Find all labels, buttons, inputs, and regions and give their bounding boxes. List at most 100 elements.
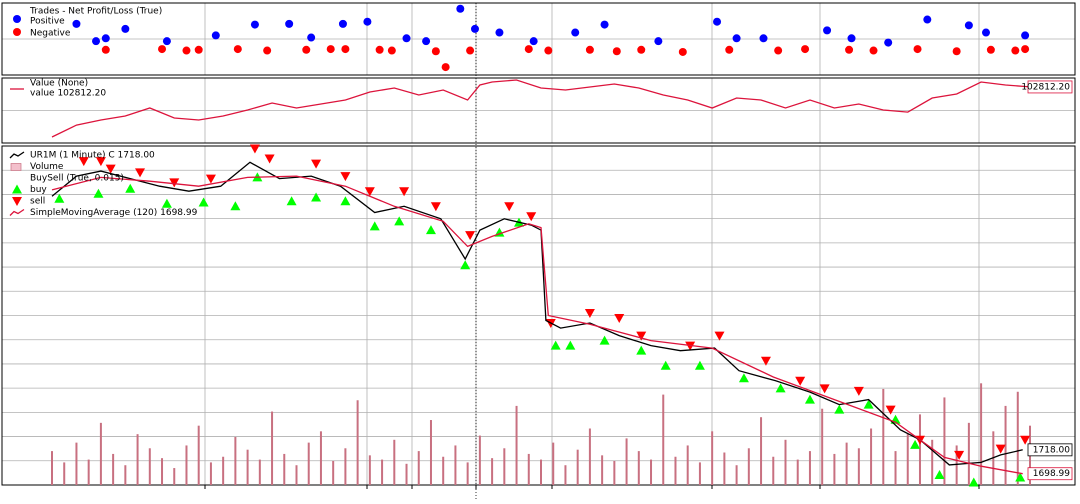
volume-bar xyxy=(894,451,897,485)
trade-dot xyxy=(250,20,259,29)
trade-dot xyxy=(585,45,594,54)
volume-bar xyxy=(75,442,78,485)
volume-bar xyxy=(417,451,420,485)
series-line xyxy=(51,79,1031,138)
trade-dot xyxy=(363,17,372,26)
buy-marker xyxy=(934,469,945,479)
trade-dot xyxy=(121,24,130,33)
sell-marker xyxy=(95,157,106,167)
volume-bar xyxy=(967,422,970,485)
trade-dot xyxy=(612,47,621,56)
volume-bar xyxy=(87,459,90,485)
buy-marker xyxy=(775,383,786,393)
legend-label: Volume xyxy=(30,162,64,172)
sell-marker xyxy=(504,202,515,212)
volume-bar xyxy=(980,383,983,485)
legend-label: sell xyxy=(30,197,45,207)
sell-marker xyxy=(205,174,216,184)
volume-bar xyxy=(112,453,115,485)
legend-label: SimpleMovingAverage (120) 1698.99 xyxy=(30,208,198,218)
trade-dot xyxy=(571,28,580,37)
trade-dot xyxy=(263,46,272,55)
volume-bar xyxy=(319,431,322,485)
volume-bar xyxy=(845,442,848,485)
trade-dot xyxy=(158,45,167,54)
trade-dot xyxy=(952,47,961,56)
trade-dot xyxy=(101,34,110,43)
volume-bar xyxy=(662,394,665,485)
buy-marker xyxy=(340,196,351,206)
trade-dot xyxy=(162,37,171,46)
buy-marker xyxy=(694,360,705,370)
volume-bar xyxy=(368,455,371,485)
volume-bar xyxy=(760,417,763,485)
volume-bar xyxy=(772,456,775,485)
volume-bar xyxy=(466,462,469,485)
volume-bar xyxy=(870,428,873,485)
trade-dot xyxy=(431,47,440,56)
buy-marker xyxy=(286,196,297,206)
volume-bar xyxy=(332,460,335,485)
buy-marker xyxy=(863,399,874,409)
sell-marker xyxy=(364,187,375,197)
volume-bar xyxy=(527,453,530,485)
volume-bar xyxy=(295,465,298,485)
volume-bar xyxy=(698,462,701,485)
buy-marker xyxy=(54,193,65,203)
volume-bar xyxy=(454,445,457,485)
volume-bar xyxy=(393,439,396,485)
trade-dot xyxy=(637,45,646,54)
volume-bar xyxy=(552,442,555,485)
sell-marker xyxy=(1020,435,1031,445)
volume-bar xyxy=(796,459,799,485)
trade-dot xyxy=(986,45,995,54)
trade-dot xyxy=(326,45,335,54)
volume-bar xyxy=(234,436,237,485)
volume-bar xyxy=(307,442,310,485)
volume-bar xyxy=(124,465,127,485)
trade-dot xyxy=(441,63,450,72)
volume-bar xyxy=(857,448,860,485)
sell-marker xyxy=(340,172,351,182)
series-line xyxy=(51,161,1023,466)
last-value-box xyxy=(1027,467,1073,481)
volume-bar xyxy=(442,456,445,485)
trade-dot xyxy=(759,34,768,43)
buy-marker xyxy=(369,221,380,231)
trade-dot xyxy=(847,34,856,43)
volume-bar xyxy=(735,465,738,485)
legend-line xyxy=(9,151,25,159)
volume-bar xyxy=(601,455,604,485)
sell-marker xyxy=(954,450,965,460)
legend-marker xyxy=(12,197,22,206)
volume-bar xyxy=(136,434,139,485)
volume-bar xyxy=(723,452,726,485)
trade-dot xyxy=(387,46,396,55)
volume-bar xyxy=(148,448,151,485)
panel-frame xyxy=(1,77,1076,144)
sell-marker xyxy=(169,178,180,188)
sell-marker xyxy=(526,212,537,222)
volume-bar xyxy=(209,462,212,485)
sell-marker xyxy=(853,386,864,396)
volume-bar xyxy=(185,445,188,485)
buy-marker xyxy=(636,345,647,355)
buy-marker xyxy=(394,216,405,226)
buy-marker xyxy=(198,197,209,207)
legend-marker xyxy=(13,28,21,36)
last-value-box xyxy=(1027,80,1073,94)
volume-bar xyxy=(246,449,249,485)
volume-bar xyxy=(576,449,579,485)
volume-bar xyxy=(564,465,567,485)
legend-label: BuySell (True, 0.015) xyxy=(30,174,124,184)
trade-dot xyxy=(823,26,832,35)
legend-label: Positive xyxy=(30,17,65,27)
legend-title: Value (None) xyxy=(30,79,88,89)
volume-bar xyxy=(173,468,176,485)
trade-dot xyxy=(713,17,722,26)
volume-bar xyxy=(429,420,432,485)
volume-bar xyxy=(540,459,542,485)
trade-dot xyxy=(1021,45,1030,54)
volume-bar xyxy=(686,445,689,485)
